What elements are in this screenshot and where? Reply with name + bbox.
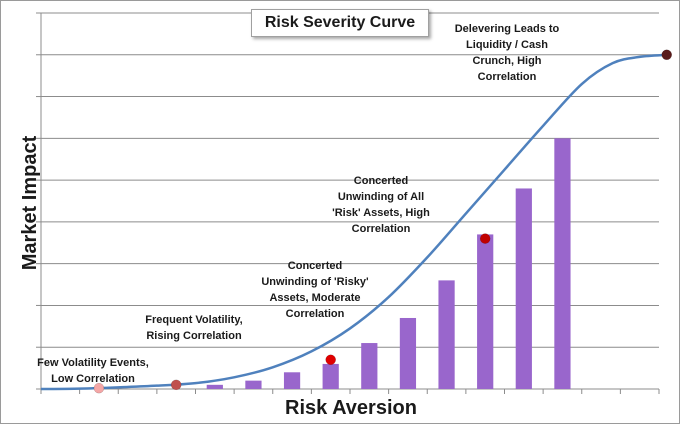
bar-1 xyxy=(206,384,223,389)
bar-4 xyxy=(322,363,339,389)
annotation-few-volatility: Few Volatility Events, Low Correlation xyxy=(37,357,149,385)
bar-8 xyxy=(477,234,494,389)
annotation-concerted-risky: Concerted Unwinding of 'Risky' Assets, M… xyxy=(261,260,369,320)
annotation-delevering: Delevering Leads to Liquidity / Cash Cru… xyxy=(454,23,560,83)
marker-concerted-all xyxy=(479,233,491,244)
severity-curve-line xyxy=(40,53,667,391)
marker-few-volatility xyxy=(93,382,105,394)
annotation-frequent-volatility: Frequent Volatility, Rising Correlation xyxy=(145,314,243,342)
bar-3 xyxy=(283,372,301,389)
bar-10 xyxy=(554,138,571,389)
bar-7 xyxy=(438,280,455,389)
marker-concerted-risky xyxy=(325,354,336,366)
annotation-concerted-all: Concerted Unwinding of All 'Risk' Assets… xyxy=(332,175,430,235)
bar-9 xyxy=(515,188,532,389)
marker-delevering xyxy=(661,49,672,61)
bar-6 xyxy=(399,317,417,389)
bar-2 xyxy=(245,380,262,389)
bar-5 xyxy=(361,343,378,389)
y-axis-label: Market Impact xyxy=(19,135,41,271)
chart-title: Risk Severity Curve xyxy=(251,9,429,37)
x-axis-label: Risk Aversion xyxy=(285,397,417,419)
marker-frequent-volatility xyxy=(170,379,182,391)
